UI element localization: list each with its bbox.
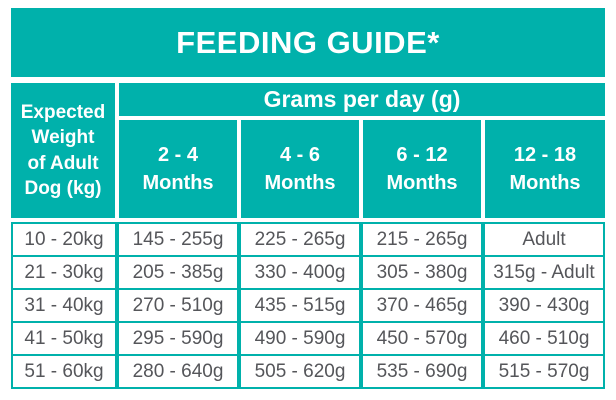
value-cell: 315g - Adult [485, 257, 603, 288]
value-cell: 460 - 510g [485, 323, 603, 354]
value-cell: 390 - 430g [485, 290, 603, 321]
weight-cell: 31 - 40kg [13, 290, 115, 321]
weight-cell: 51 - 60kg [13, 356, 115, 387]
value-cell: 535 - 690g [363, 356, 481, 387]
table-body: 10 - 20kg 145 - 255g 225 - 265g 215 - 26… [11, 222, 605, 389]
weight-cell: 10 - 20kg [13, 224, 115, 255]
group-header-grams-per-day: Grams per day (g) [119, 83, 605, 116]
value-cell: 225 - 265g [241, 224, 359, 255]
value-cell: 370 - 465g [363, 290, 481, 321]
weight-cell: 41 - 50kg [13, 323, 115, 354]
value-cell: 515 - 570g [485, 356, 603, 387]
table-header: Expected Weight of Adult Dog (kg) Grams … [11, 83, 605, 218]
value-cell: 505 - 620g [241, 356, 359, 387]
column-header-12-18-months: 12 - 18 Months [485, 120, 605, 218]
value-cell: 280 - 640g [119, 356, 237, 387]
value-cell: 295 - 590g [119, 323, 237, 354]
column-header-2-4-months: 2 - 4 Months [119, 120, 237, 218]
value-cell: 305 - 380g [363, 257, 481, 288]
corner-header-expected-weight: Expected Weight of Adult Dog (kg) [11, 83, 115, 218]
value-cell: 330 - 400g [241, 257, 359, 288]
value-cell: 205 - 385g [119, 257, 237, 288]
title-banner: FEEDING GUIDE* [11, 8, 605, 77]
value-cell: 450 - 570g [363, 323, 481, 354]
value-cell: 145 - 255g [119, 224, 237, 255]
value-cell: 270 - 510g [119, 290, 237, 321]
value-cell: Adult [485, 224, 603, 255]
value-cell: 435 - 515g [241, 290, 359, 321]
column-header-6-12-months: 6 - 12 Months [363, 120, 481, 218]
value-cell: 490 - 590g [241, 323, 359, 354]
weight-cell: 21 - 30kg [13, 257, 115, 288]
page-title: FEEDING GUIDE* [176, 24, 440, 60]
value-cell: 215 - 265g [363, 224, 481, 255]
column-header-4-6-months: 4 - 6 Months [241, 120, 359, 218]
